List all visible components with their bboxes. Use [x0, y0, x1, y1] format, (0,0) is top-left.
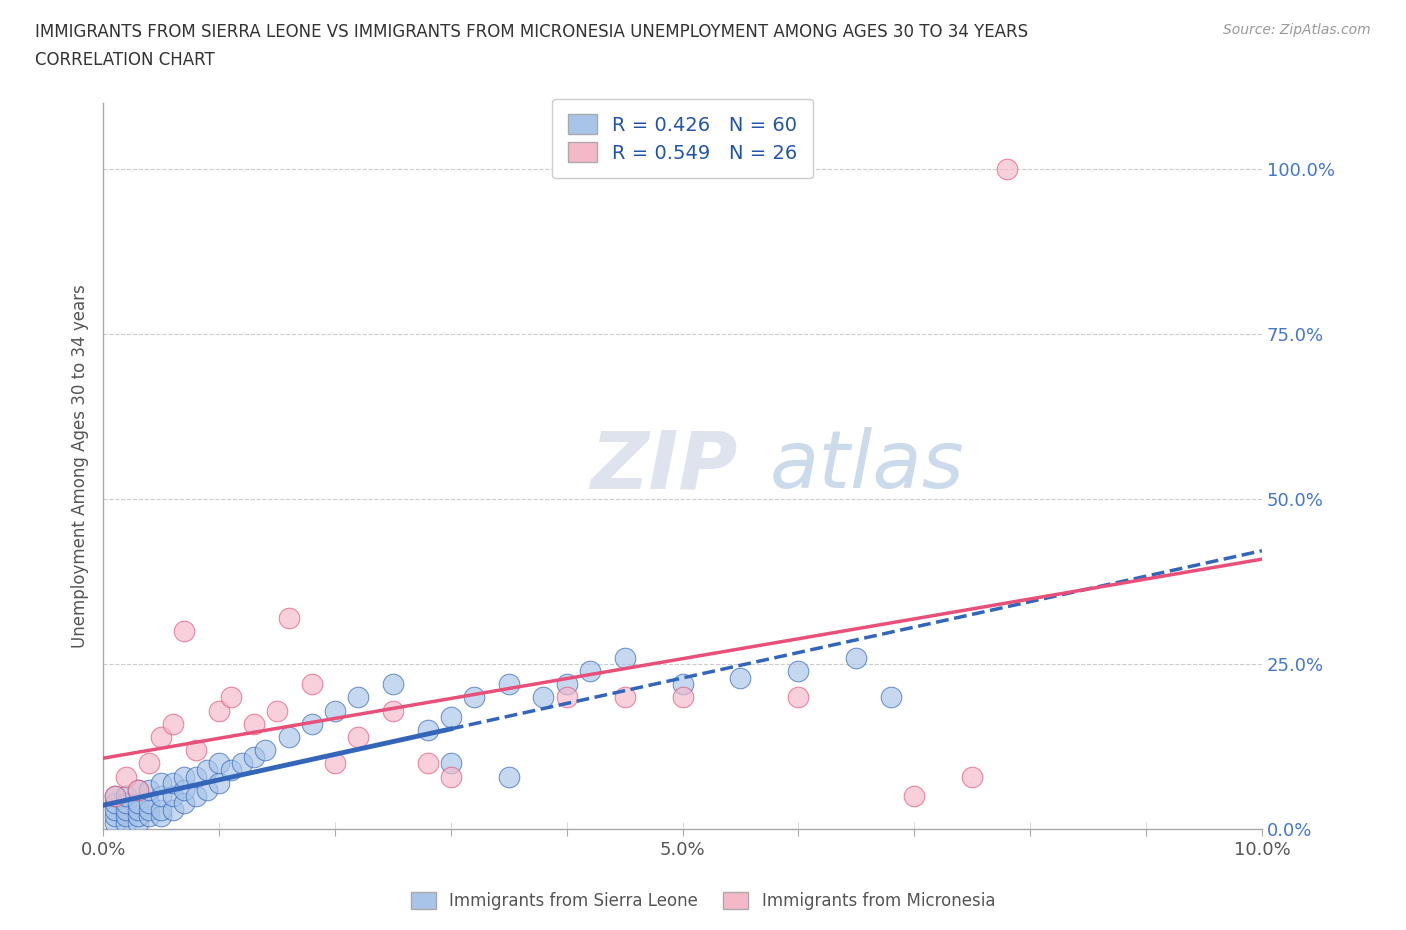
Point: [127, 809, 149, 824]
Point: [301, 716, 323, 731]
Point: [150, 776, 173, 790]
Point: [197, 763, 219, 777]
Point: [903, 789, 925, 804]
Point: [242, 716, 264, 731]
Point: [347, 690, 370, 705]
Point: [150, 789, 173, 804]
Point: [254, 743, 277, 758]
Point: [162, 803, 184, 817]
Point: [173, 782, 195, 797]
Legend: Immigrants from Sierra Leone, Immigrants from Micronesia: Immigrants from Sierra Leone, Immigrants…: [405, 885, 1001, 917]
Point: [197, 782, 219, 797]
Point: [787, 663, 810, 678]
Point: [173, 769, 195, 784]
Point: [162, 776, 184, 790]
Point: [416, 723, 439, 737]
Point: [323, 703, 346, 718]
Point: [381, 677, 404, 692]
Point: [127, 816, 149, 830]
Point: [184, 743, 207, 758]
Point: [127, 803, 149, 817]
Point: [730, 671, 752, 685]
Point: [162, 789, 184, 804]
Point: [127, 795, 149, 810]
Point: [138, 803, 160, 817]
Point: [104, 795, 127, 810]
Point: [115, 816, 138, 830]
Y-axis label: Unemployment Among Ages 30 to 34 years: Unemployment Among Ages 30 to 34 years: [72, 285, 89, 648]
Point: [613, 650, 636, 665]
Point: [104, 809, 127, 824]
Point: [960, 769, 983, 784]
Point: [301, 677, 323, 692]
Text: atlas: atlas: [769, 428, 965, 505]
Text: ZIP: ZIP: [589, 428, 737, 505]
Point: [208, 776, 231, 790]
Point: [381, 703, 404, 718]
Point: [138, 809, 160, 824]
Point: [104, 789, 127, 804]
Point: [613, 690, 636, 705]
Point: [231, 756, 253, 771]
Point: [578, 663, 600, 678]
Point: [440, 756, 463, 771]
Point: [150, 803, 173, 817]
Point: [671, 677, 693, 692]
Point: [138, 756, 160, 771]
Point: [208, 703, 231, 718]
Point: [184, 769, 207, 784]
Point: [115, 789, 138, 804]
Point: [150, 729, 173, 744]
Point: [115, 795, 138, 810]
Point: [219, 763, 242, 777]
Point: [440, 769, 463, 784]
Point: [104, 789, 127, 804]
Point: [115, 809, 138, 824]
Point: [184, 789, 207, 804]
Point: [173, 795, 195, 810]
Point: [533, 690, 555, 705]
Point: [880, 690, 903, 705]
Text: IMMIGRANTS FROM SIERRA LEONE VS IMMIGRANTS FROM MICRONESIA UNEMPLOYMENT AMONG AG: IMMIGRANTS FROM SIERRA LEONE VS IMMIGRAN…: [35, 23, 1028, 41]
Point: [115, 769, 138, 784]
Point: [995, 162, 1018, 177]
Point: [266, 703, 288, 718]
Point: [845, 650, 868, 665]
Point: [127, 782, 149, 797]
Point: [440, 710, 463, 724]
Point: [498, 769, 520, 784]
Point: [115, 803, 138, 817]
Point: [138, 782, 160, 797]
Point: [208, 756, 231, 771]
Point: [138, 795, 160, 810]
Point: [498, 677, 520, 692]
Point: [347, 729, 370, 744]
Point: [173, 624, 195, 639]
Point: [463, 690, 485, 705]
Point: [150, 809, 173, 824]
Point: [162, 716, 184, 731]
Point: [787, 690, 810, 705]
Point: [277, 729, 299, 744]
Point: [671, 690, 693, 705]
Text: CORRELATION CHART: CORRELATION CHART: [35, 51, 215, 69]
Point: [127, 782, 149, 797]
Point: [555, 690, 578, 705]
Point: [104, 803, 127, 817]
Legend: R = 0.426   N = 60, R = 0.549   N = 26: R = 0.426 N = 60, R = 0.549 N = 26: [553, 99, 813, 179]
Text: Source: ZipAtlas.com: Source: ZipAtlas.com: [1223, 23, 1371, 37]
Point: [277, 611, 299, 626]
Point: [219, 690, 242, 705]
Point: [555, 677, 578, 692]
Point: [416, 756, 439, 771]
Point: [242, 750, 264, 764]
Point: [323, 756, 346, 771]
Point: [104, 816, 127, 830]
